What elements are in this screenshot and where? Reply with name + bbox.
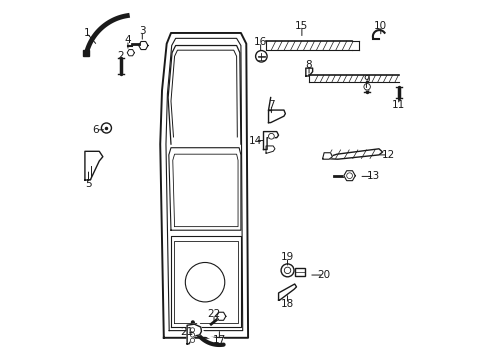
- Text: 12: 12: [381, 150, 394, 160]
- Polygon shape: [265, 146, 274, 153]
- Polygon shape: [323, 149, 382, 159]
- Text: 19: 19: [280, 252, 294, 262]
- Bar: [294, 268, 305, 276]
- Text: 22: 22: [207, 310, 220, 319]
- Text: 4: 4: [124, 35, 131, 45]
- Text: 14: 14: [248, 136, 262, 145]
- Text: 10: 10: [373, 21, 386, 31]
- Text: 7: 7: [267, 100, 274, 110]
- Text: 21: 21: [180, 327, 193, 337]
- Polygon shape: [278, 284, 296, 300]
- Text: 2: 2: [117, 51, 124, 61]
- Text: 11: 11: [391, 100, 405, 110]
- Polygon shape: [139, 41, 148, 50]
- Polygon shape: [322, 153, 332, 159]
- Circle shape: [281, 264, 293, 277]
- Text: 20: 20: [316, 270, 329, 280]
- Text: 9: 9: [363, 75, 369, 85]
- Text: 18: 18: [280, 299, 294, 309]
- Text: 5: 5: [85, 179, 92, 189]
- Text: 6: 6: [92, 125, 99, 135]
- Polygon shape: [187, 324, 201, 344]
- Circle shape: [101, 123, 111, 133]
- Circle shape: [190, 333, 194, 337]
- Polygon shape: [268, 110, 285, 123]
- Polygon shape: [85, 151, 102, 180]
- Polygon shape: [343, 171, 355, 181]
- Text: 17: 17: [212, 334, 225, 345]
- Circle shape: [190, 328, 194, 332]
- Polygon shape: [127, 50, 134, 56]
- Text: 8: 8: [305, 60, 312, 70]
- Circle shape: [284, 267, 290, 274]
- Text: 16: 16: [253, 37, 267, 47]
- Text: 15: 15: [295, 21, 308, 31]
- Circle shape: [190, 338, 194, 342]
- Circle shape: [268, 134, 274, 139]
- Circle shape: [255, 50, 266, 62]
- Text: 13: 13: [366, 171, 380, 181]
- Text: 1: 1: [83, 28, 90, 38]
- Polygon shape: [305, 68, 312, 76]
- Polygon shape: [263, 132, 278, 149]
- Polygon shape: [216, 312, 225, 320]
- Circle shape: [363, 84, 369, 90]
- Text: 3: 3: [139, 26, 145, 36]
